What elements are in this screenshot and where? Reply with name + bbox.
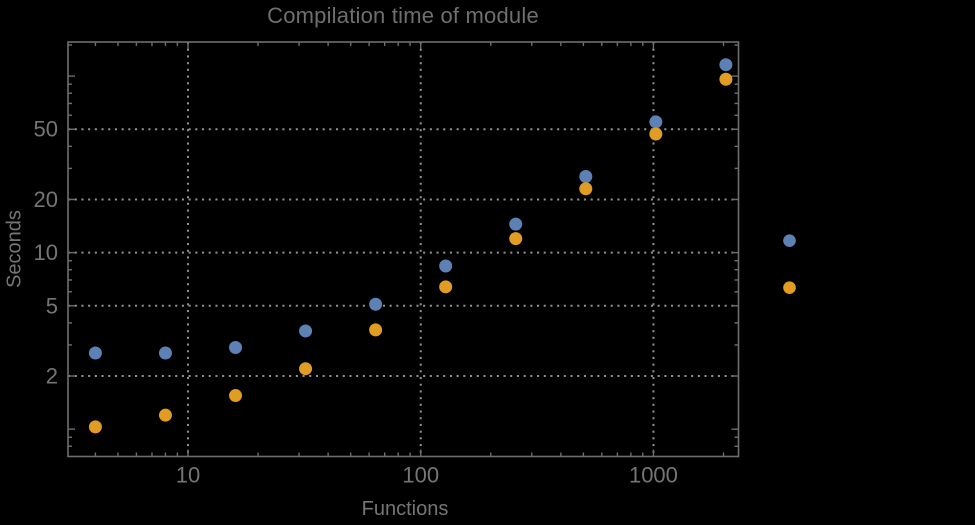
data-point-series-1-blue [509, 217, 523, 231]
x-axis-label: Functions [361, 498, 449, 520]
y-tick-label: 5 [46, 293, 58, 318]
data-point-series-1-blue [369, 297, 383, 311]
data-point-series-2-orange [158, 408, 172, 422]
y-tick-label: 50 [34, 117, 58, 142]
x-tick-label: 10 [176, 463, 200, 488]
data-point-series-1-blue [158, 346, 172, 360]
data-point-series-1-blue [88, 346, 102, 360]
data-point-series-2-orange [88, 420, 102, 434]
y-tick-label: 20 [34, 187, 58, 212]
x-tick-label: 100 [402, 463, 439, 488]
y-tick-label: 10 [34, 240, 58, 265]
data-point-series-1-blue [649, 115, 663, 129]
data-point-series-2-orange [719, 72, 733, 86]
chart-title: Compilation time of module [267, 3, 539, 28]
data-point-series-2-orange [579, 182, 593, 196]
data-point-series-1-blue [719, 58, 733, 72]
data-point-series-2-orange [439, 280, 453, 294]
legend-marker [783, 281, 796, 295]
plot-frame [67, 41, 740, 458]
data-point-series-2-orange [299, 362, 313, 376]
data-point-series-1-blue [299, 324, 313, 338]
legend-marker [783, 234, 796, 247]
data-point-series-1-blue [229, 341, 243, 355]
data-point-series-2-orange [369, 323, 383, 337]
data-point-series-2-orange [229, 389, 243, 403]
data-point-series-1-blue [579, 169, 593, 183]
data-point-series-2-orange [509, 232, 523, 246]
data-point-series-1-blue [439, 259, 453, 273]
x-tick-label: 1000 [629, 463, 678, 488]
y-tick-label: 2 [46, 364, 58, 389]
data-point-series-2-orange [649, 127, 663, 141]
